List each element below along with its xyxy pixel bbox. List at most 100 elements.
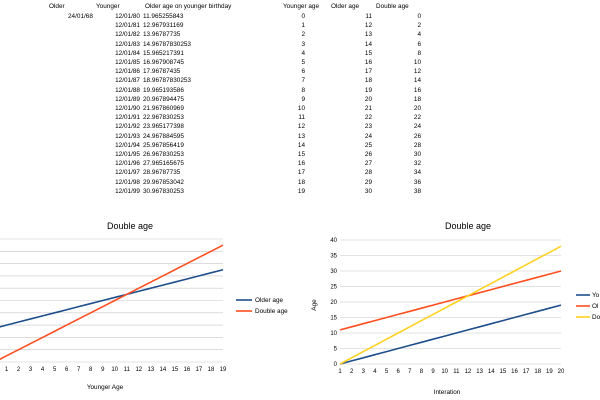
y-tick-label: 0 xyxy=(334,362,338,368)
younger-date-cell: 12/01/88 xyxy=(115,86,140,94)
older-age-birthday-cell: 25.967856419 xyxy=(143,141,184,149)
younger-age-cell: 6 xyxy=(301,68,305,76)
younger-date-cell: 12/01/91 xyxy=(115,114,140,122)
y-tick-label: 5 xyxy=(334,347,338,353)
y-tick-label: 40 xyxy=(330,238,337,244)
y-tick-label: 20 xyxy=(330,300,337,306)
older-age-birthday-cell: 30.967830253 xyxy=(143,187,184,195)
double-age-cell: 6 xyxy=(417,40,421,48)
x-tick-label: 13 xyxy=(147,367,154,373)
older-age-cell: 21 xyxy=(364,105,372,112)
chart2-title: Double age xyxy=(445,221,491,231)
younger-date-cell: 12/01/84 xyxy=(115,49,140,57)
double-age-cell: 36 xyxy=(413,178,421,186)
older-age-birthday-cell: 16.967908745 xyxy=(143,59,184,66)
x-tick-label: 6 xyxy=(65,367,69,373)
x-tick-label: 13 xyxy=(476,369,483,375)
older-age-cell: 20 xyxy=(364,95,372,103)
x-tick-label: 8 xyxy=(420,369,424,375)
chart-younger-vs-double: Double age 1 2 3 4 5 6 7 8 9 10 11 12 13 14 15 16 17 18 19… xyxy=(0,221,288,391)
series-line-older-age xyxy=(0,268,224,328)
x-tick-label: 16 xyxy=(511,369,518,375)
x-tick-label: 4 xyxy=(373,369,377,375)
older-age-birthday-cell: 27.965165675 xyxy=(143,160,184,168)
older-age-birthday-cell: 24.967884595 xyxy=(143,132,184,140)
x-tick-label: 11 xyxy=(453,369,460,375)
legend-label: Older age xyxy=(255,297,284,304)
older-age-birthday-cell: 21.967860969 xyxy=(143,105,184,112)
x-tick-label: 19 xyxy=(220,367,227,373)
x-tick-label: 19 xyxy=(546,369,553,375)
older-age-cell: 18 xyxy=(364,77,372,85)
double-age-cell: 10 xyxy=(413,59,421,66)
younger-age-cell: 2 xyxy=(301,31,305,39)
series-line-double-age xyxy=(0,244,224,361)
older-age-cell: 16 xyxy=(364,59,372,66)
younger-date-cell: 12/01/89 xyxy=(115,95,140,103)
x-tick-label: 11 xyxy=(124,367,131,373)
older-age-birthday-cell: 20.967894475 xyxy=(143,95,184,103)
series-line-double xyxy=(339,245,562,365)
x-tick-label: 14 xyxy=(160,367,167,373)
legend-label: Ol xyxy=(592,303,598,310)
younger-date-cell: 12/01/95 xyxy=(115,151,140,158)
younger-age-cell: 0 xyxy=(301,13,305,20)
x-tick-label: 12 xyxy=(465,369,472,375)
chart1-xlabel: Younger Age xyxy=(87,384,124,391)
x-tick-label: 2 xyxy=(17,367,21,373)
older-age-cell: 14 xyxy=(364,40,372,48)
header-younger: Younger xyxy=(96,3,120,10)
older-age-birthday-cell: 15.965217391 xyxy=(143,49,184,57)
older-age-cell: 30 xyxy=(364,187,372,195)
legend-label: Double age xyxy=(255,308,288,315)
younger-date-cell: 12/01/80 xyxy=(115,13,140,20)
younger-date-cell: 12/01/98 xyxy=(115,178,140,186)
x-tick-label: 18 xyxy=(534,369,541,375)
younger-age-cell: 1 xyxy=(301,22,305,30)
younger-date-cell: 12/01/85 xyxy=(115,59,140,66)
y-tick-label: 15 xyxy=(330,316,337,322)
double-age-cell: 30 xyxy=(413,151,421,158)
x-tick-label: 7 xyxy=(408,369,412,375)
legend-label: Do xyxy=(592,314,600,321)
y-tick-label: 25 xyxy=(330,285,337,291)
series-line-older xyxy=(339,270,562,331)
x-tick-label: 12 xyxy=(135,367,142,373)
older-age-birthday-cell: 29.967853042 xyxy=(143,178,184,186)
younger-date-cell: 12/01/90 xyxy=(115,105,140,112)
x-tick-label: 18 xyxy=(208,367,215,373)
y-tick-label: 30 xyxy=(330,269,337,275)
younger-age-cell: 18 xyxy=(297,178,305,186)
younger-date-cell: 12/01/96 xyxy=(115,160,140,168)
younger-date-cell: 12/01/92 xyxy=(115,123,140,131)
double-age-cell: 18 xyxy=(413,95,421,103)
younger-age-cell: 13 xyxy=(297,132,305,140)
older-age-cell: 15 xyxy=(364,49,372,57)
younger-age-cell: 3 xyxy=(301,40,305,48)
double-age-cell: 22 xyxy=(413,114,421,122)
older-age-cell: 11 xyxy=(365,13,372,20)
younger-date-cell: 12/01/93 xyxy=(115,132,140,140)
older-age-cell: 19 xyxy=(364,86,372,94)
x-tick-label: 5 xyxy=(385,369,389,375)
younger-date-cell: 12/01/83 xyxy=(115,40,140,48)
x-tick-label: 8 xyxy=(89,367,93,373)
younger-age-cell: 19 xyxy=(297,187,305,195)
x-tick-label: 1 xyxy=(5,367,9,373)
x-tick-label: 7 xyxy=(77,367,81,373)
double-age-cell: 32 xyxy=(413,160,421,168)
older-age-cell: 26 xyxy=(364,151,372,158)
younger-age-cell: 5 xyxy=(301,59,305,66)
older-age-birthday-cell: 23.965177398 xyxy=(143,123,184,131)
double-age-cell: 26 xyxy=(413,132,421,140)
y-tick-label: 35 xyxy=(330,254,337,260)
older-age-birthday-cell: 12.967931169 xyxy=(143,22,184,30)
younger-date-cell: 12/01/94 xyxy=(115,141,140,149)
older-age-birthday-cell: 28.96787735 xyxy=(143,169,181,177)
double-age-cell: 38 xyxy=(413,187,421,195)
x-tick-label: 10 xyxy=(111,367,118,373)
older-age-cell: 24 xyxy=(364,132,372,140)
header-older-age-birthday: Older age on younger birthday xyxy=(145,3,232,10)
x-tick-label: 2 xyxy=(350,369,354,375)
younger-age-cell: 12 xyxy=(297,123,305,131)
